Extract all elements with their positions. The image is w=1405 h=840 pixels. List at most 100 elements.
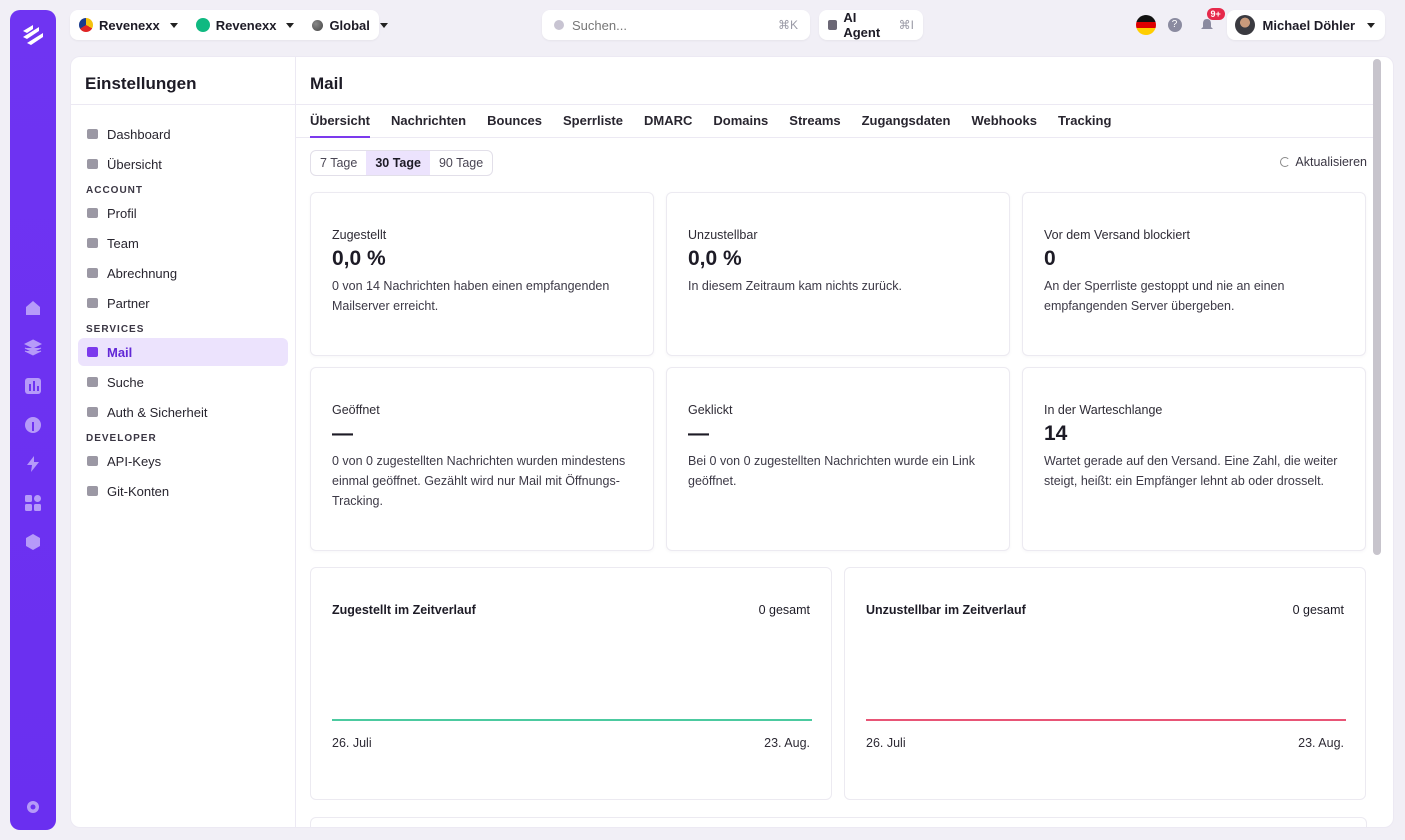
- search-input[interactable]: Suchen... ⌘K: [542, 10, 810, 40]
- search-placeholder: Suchen...: [572, 17, 627, 33]
- range-90-days[interactable]: 90 Tage: [438, 156, 484, 170]
- chart-x-axis: 26. Juli 23. Aug.: [332, 736, 810, 750]
- sidebar-title: Einstellungen: [71, 57, 295, 105]
- stat-value: 0,0 %: [332, 247, 386, 270]
- org-selector-label: Revenexx: [99, 17, 160, 33]
- search-shortcut: ⌘K: [777, 18, 798, 32]
- sidebar-item-dashboard[interactable]: Dashboard: [78, 120, 288, 148]
- robot-icon: [828, 20, 838, 30]
- chevron-down-icon: [169, 22, 178, 28]
- notifications-badge: 9+: [1206, 8, 1225, 20]
- sidebar-item-search[interactable]: Suche: [78, 368, 288, 396]
- x-tick-label-end: 23. Aug.: [764, 736, 810, 750]
- sidebar-item-overview[interactable]: Übersicht: [78, 150, 288, 178]
- stat-value: 0: [1044, 247, 1056, 270]
- sidebar-item-label: Git-Konten: [107, 483, 170, 499]
- stat-label: In der Warteschlange: [1044, 403, 1163, 417]
- tab-blocklist[interactable]: Sperrliste: [563, 113, 623, 128]
- sidebar-item-mail[interactable]: Mail: [78, 338, 288, 366]
- apps-icon[interactable]: [24, 494, 42, 512]
- globe-icon[interactable]: [24, 416, 42, 434]
- home-icon[interactable]: [24, 299, 42, 317]
- sidebar-item-api-keys[interactable]: API-Keys: [78, 447, 288, 475]
- tab-dmarc[interactable]: DMARC: [644, 113, 693, 128]
- help-icon[interactable]: ?: [1167, 18, 1182, 32]
- sidebar-item-label: Auth & Sicherheit: [107, 404, 208, 420]
- analytics-icon[interactable]: [24, 377, 42, 395]
- chevron-down-icon: [1367, 22, 1375, 28]
- context-selectors: Revenexx Revenexx Global: [70, 10, 388, 40]
- project-selector[interactable]: Revenexx: [187, 10, 304, 40]
- sidebar-item-team[interactable]: Team: [78, 229, 288, 257]
- sidebar-item-partner[interactable]: Partner: [78, 289, 288, 317]
- region-selector-label: Global: [329, 17, 370, 33]
- stat-label: Geklickt: [688, 403, 733, 417]
- project-selector-label: Revenexx: [215, 17, 277, 33]
- user-icon: [87, 208, 98, 218]
- settings-gear-icon[interactable]: [24, 798, 42, 816]
- stat-card-blocked: Vor dem Versand blockiert 0 An der Sperr…: [1022, 192, 1366, 356]
- stat-card-queued: In der Warteschlange 14 Wartet gerade au…: [1022, 367, 1366, 551]
- search-icon: [554, 20, 564, 30]
- tab-overview[interactable]: Übersicht: [310, 105, 370, 138]
- stat-description: 0 von 14 Nachrichten haben einen empfang…: [332, 279, 610, 313]
- sidebar-item-label: Profil: [107, 205, 137, 221]
- bolt-icon[interactable]: [24, 455, 42, 473]
- stat-description: An der Sperrliste gestoppt und nie an ei…: [1044, 279, 1285, 313]
- org-selector[interactable]: Revenexx: [70, 10, 187, 40]
- layers-icon[interactable]: [24, 338, 42, 356]
- team-icon: [87, 238, 98, 248]
- sidebar-item-label: Suche: [107, 374, 144, 390]
- sidebar-item-label: Team: [107, 235, 139, 251]
- stat-card-opened: Geöffnet — 0 von 0 zugestellten Nachrich…: [310, 367, 654, 551]
- avatar: [1234, 15, 1255, 35]
- range-30-days[interactable]: 30 Tage: [366, 151, 430, 175]
- tab-credentials[interactable]: Zugangsdaten: [861, 113, 951, 128]
- language-flag-de-icon[interactable]: [1135, 15, 1156, 35]
- sidebar-item-label: Partner: [107, 295, 150, 311]
- delivered-chart-plot: [332, 719, 812, 721]
- chart-bounced-over-time: Unzustellbar im Zeitverlauf 0 gesamt 26.…: [844, 567, 1366, 800]
- settings-sidebar: Einstellungen Dashboard Übersicht ACCOUN…: [71, 57, 296, 827]
- stat-card-delivered: Zugestellt 0,0 % 0 von 14 Nachrichten ha…: [310, 192, 654, 356]
- x-tick-label-start: 26. Juli: [332, 736, 372, 750]
- user-menu[interactable]: Michael Döhler: [1226, 10, 1385, 40]
- project-status-icon: [195, 18, 210, 32]
- sidebar-item-auth-security[interactable]: Auth & Sicherheit: [78, 398, 288, 426]
- section-header-services: SERVICES: [86, 324, 145, 335]
- chevron-down-icon: [379, 22, 388, 28]
- scrollbar[interactable]: [1373, 59, 1381, 555]
- notifications-bell-icon[interactable]: 9+: [1199, 8, 1225, 33]
- app-logo-icon[interactable]: [20, 22, 46, 48]
- tab-streams[interactable]: Streams: [789, 113, 841, 128]
- ai-agent-button[interactable]: AI Agent ⌘I: [819, 10, 923, 40]
- chart-delivered-over-time: Zugestellt im Zeitverlauf 0 gesamt 26. J…: [310, 567, 832, 800]
- refresh-button[interactable]: Aktualisieren: [1280, 155, 1367, 169]
- sidebar-item-git-accounts[interactable]: Git-Konten: [78, 477, 288, 505]
- region-selector[interactable]: Global: [303, 10, 396, 40]
- section-header-developer: DEVELOPER: [86, 433, 157, 444]
- tab-webhooks[interactable]: Webhooks: [971, 113, 1037, 128]
- refresh-label: Aktualisieren: [1295, 155, 1367, 169]
- mail-icon: [87, 347, 98, 357]
- sidebar-item-profile[interactable]: Profil: [78, 199, 288, 227]
- tab-tracking[interactable]: Tracking: [1057, 113, 1112, 128]
- sidebar-item-label: API-Keys: [107, 453, 162, 469]
- tab-bounces[interactable]: Bounces: [487, 113, 543, 128]
- chart-title: Unzustellbar im Zeitverlauf: [866, 603, 1026, 617]
- refresh-icon: [1280, 157, 1291, 167]
- stat-value: 14: [1044, 422, 1068, 445]
- key-icon: [87, 456, 98, 466]
- range-7-days[interactable]: 7 Tage: [320, 156, 358, 170]
- x-tick-label-end: 23. Aug.: [1298, 736, 1344, 750]
- package-icon[interactable]: [24, 533, 42, 551]
- search-icon: [87, 377, 98, 387]
- stat-description: 0 von 0 zugestellten Nachrichten wurden …: [332, 454, 626, 508]
- sidebar-item-billing[interactable]: Abrechnung: [78, 259, 288, 287]
- page-title: Mail: [296, 57, 1381, 105]
- tab-domains[interactable]: Domains: [713, 113, 769, 128]
- sidebar-item-label: Abrechnung: [107, 265, 178, 281]
- stat-card-clicked: Geklickt — Bei 0 von 0 zugestellten Nach…: [666, 367, 1010, 551]
- org-logo-icon: [79, 18, 93, 32]
- tab-messages[interactable]: Nachrichten: [390, 113, 467, 128]
